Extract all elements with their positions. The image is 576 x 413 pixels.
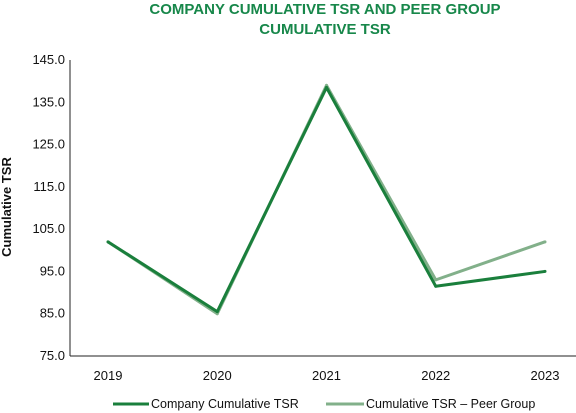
y-axis: 145.0 135.0 125.0 115.0 105.0 95.0 85.0 75.0 — [32, 52, 65, 363]
data-point-company — [215, 310, 219, 314]
series-lines — [106, 83, 547, 316]
legend: Company Cumulative TSR Cumulative TSR – … — [113, 397, 535, 411]
x-tick-label: 2020 — [203, 368, 232, 383]
y-tick-label: 125.0 — [32, 137, 65, 152]
x-tick-label: 2022 — [421, 368, 450, 383]
data-point-peer-group — [434, 278, 438, 282]
data-point-company — [434, 284, 438, 288]
chart-title-line-1: COMPANY CUMULATIVE TSR AND PEER GROUP — [149, 1, 500, 18]
y-tick-label: 105.0 — [32, 221, 65, 236]
data-point-company — [543, 269, 547, 273]
data-point-peer-group — [325, 83, 328, 87]
chart-title-line-2: CUMULATIVE TSR — [259, 21, 391, 38]
data-point-company — [325, 85, 328, 89]
y-tick-label: 85.0 — [40, 306, 65, 321]
y-tick-label: 75.0 — [40, 348, 65, 363]
data-point-peer-group — [543, 240, 547, 244]
x-tick-label: 2019 — [94, 368, 123, 383]
x-axis: 2019 2020 2021 2022 2023 — [94, 368, 560, 383]
legend-label-peer: Cumulative TSR – Peer Group — [366, 397, 535, 411]
y-axis-label: Cumulative TSR — [0, 157, 14, 257]
y-tick-label: 145.0 — [32, 52, 65, 67]
y-tick-label: 135.0 — [32, 94, 65, 109]
data-point-peer-group — [215, 312, 219, 316]
series-line-company — [107, 85, 546, 314]
legend-label-company: Company Cumulative TSR — [151, 397, 299, 411]
data-point-company — [106, 240, 110, 244]
y-tick-label: 95.0 — [40, 263, 65, 278]
x-tick-label: 2021 — [312, 368, 341, 383]
y-tick-label: 115.0 — [33, 179, 65, 194]
x-tick-label: 2023 — [531, 368, 560, 383]
